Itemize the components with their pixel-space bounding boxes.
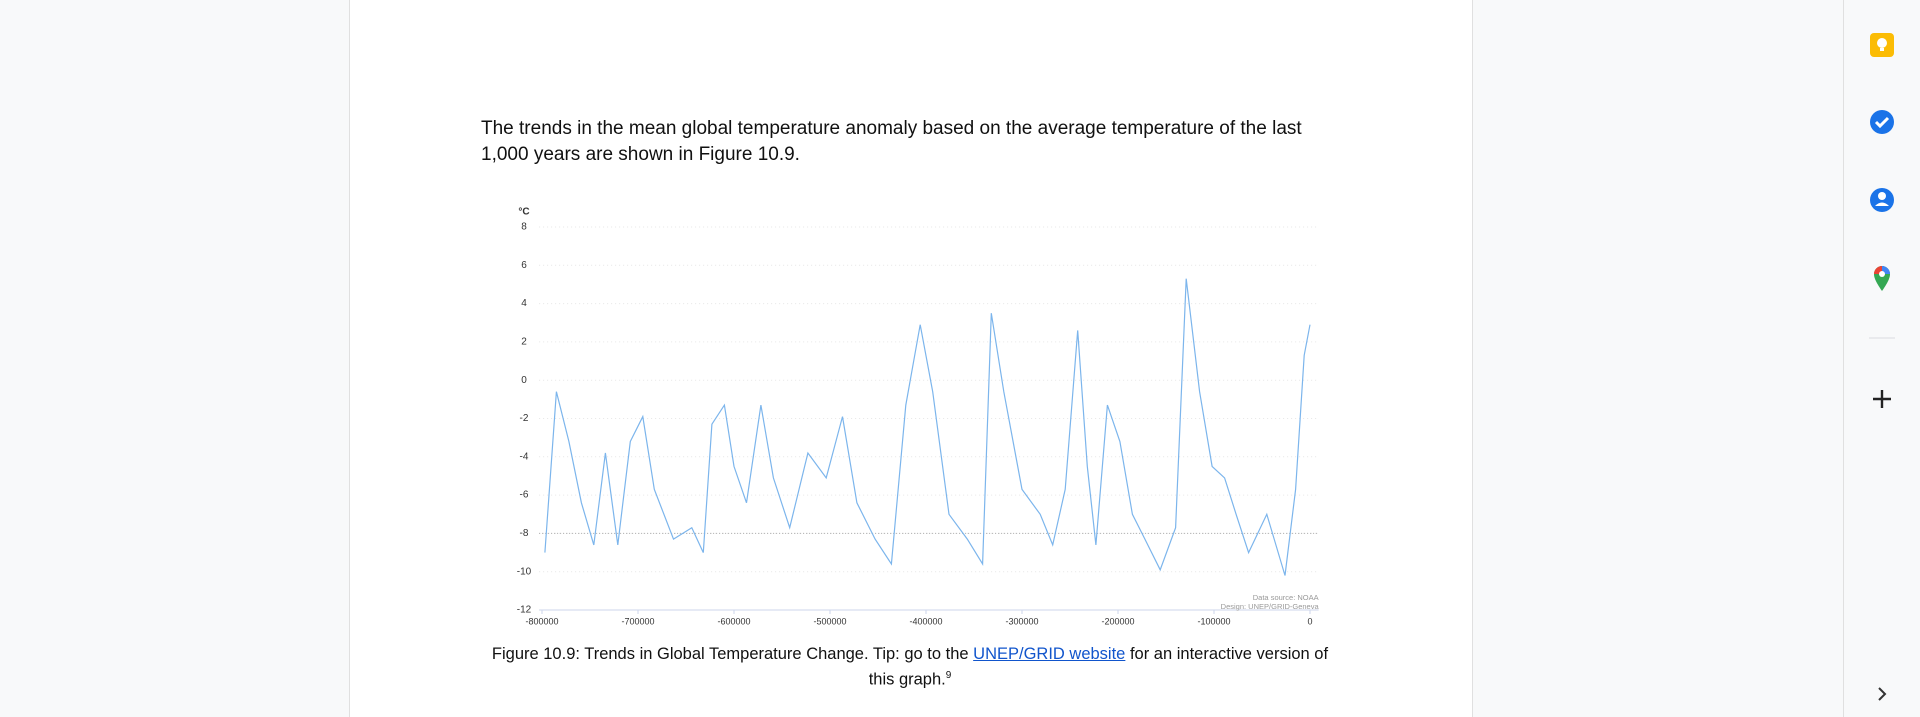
x-tick-label: -100000: [1197, 616, 1230, 626]
caption-text: Figure 10.9: Trends in Global Temperatur…: [491, 645, 969, 663]
source-note: Design: UNEP/GRID-Geneva: [1221, 602, 1320, 611]
x-tick-label: -300000: [1005, 616, 1038, 626]
y-tick-label: 0: [521, 375, 527, 386]
document-page: [349, 0, 1473, 717]
maps-icon[interactable]: [1874, 266, 1890, 291]
add-button[interactable]: [1873, 390, 1891, 408]
temperature-line: [544, 278, 1311, 576]
y-tick-label: -12: [517, 605, 532, 616]
y-tick-label: -8: [520, 528, 529, 539]
caption-text: for an interactive version of this graph…: [868, 645, 1329, 689]
y-tick-label: -10: [517, 566, 532, 577]
y-tick-label: 6: [521, 260, 527, 271]
y-tick-label: 2: [521, 337, 527, 348]
y-tick-label: 4: [521, 298, 527, 309]
y-tick-label: -6: [520, 490, 529, 501]
tasks-icon[interactable]: [1870, 110, 1894, 134]
x-tick-label: -600000: [717, 616, 750, 626]
x-tick-label: -800000: [525, 616, 558, 626]
caption-link[interactable]: UNEP/GRID website: [973, 645, 1126, 663]
y-unit: °C: [518, 207, 529, 218]
expand-button[interactable]: [1878, 687, 1887, 701]
chart: °C 8 6 4 2 0 -2 -4 -6 -8 -10 -12-800000 -700000 -6000…: [517, 207, 1320, 627]
source-note: Data source: NOAA: [1253, 593, 1319, 602]
y-tick-label: 8: [521, 222, 527, 233]
x-tick-label: -700000: [621, 616, 654, 626]
y-tick-label: -4: [520, 451, 529, 462]
caption: Figure 10.9: Trends in Global Temperatur…: [481, 644, 1339, 691]
footnote-ref[interactable]: 9: [945, 670, 952, 681]
x-tick-label: -400000: [909, 616, 942, 626]
contacts-icon[interactable]: [1870, 188, 1894, 212]
x-tick-label: -200000: [1101, 616, 1134, 626]
paragraph: The trends in the mean global temperatur…: [481, 118, 1302, 165]
keep-icon[interactable]: [1870, 33, 1894, 57]
x-tick-label: 0: [1307, 616, 1312, 626]
side-panel: [1843, 0, 1895, 717]
x-tick-label: -500000: [813, 616, 846, 626]
y-tick-label: -2: [520, 413, 529, 424]
